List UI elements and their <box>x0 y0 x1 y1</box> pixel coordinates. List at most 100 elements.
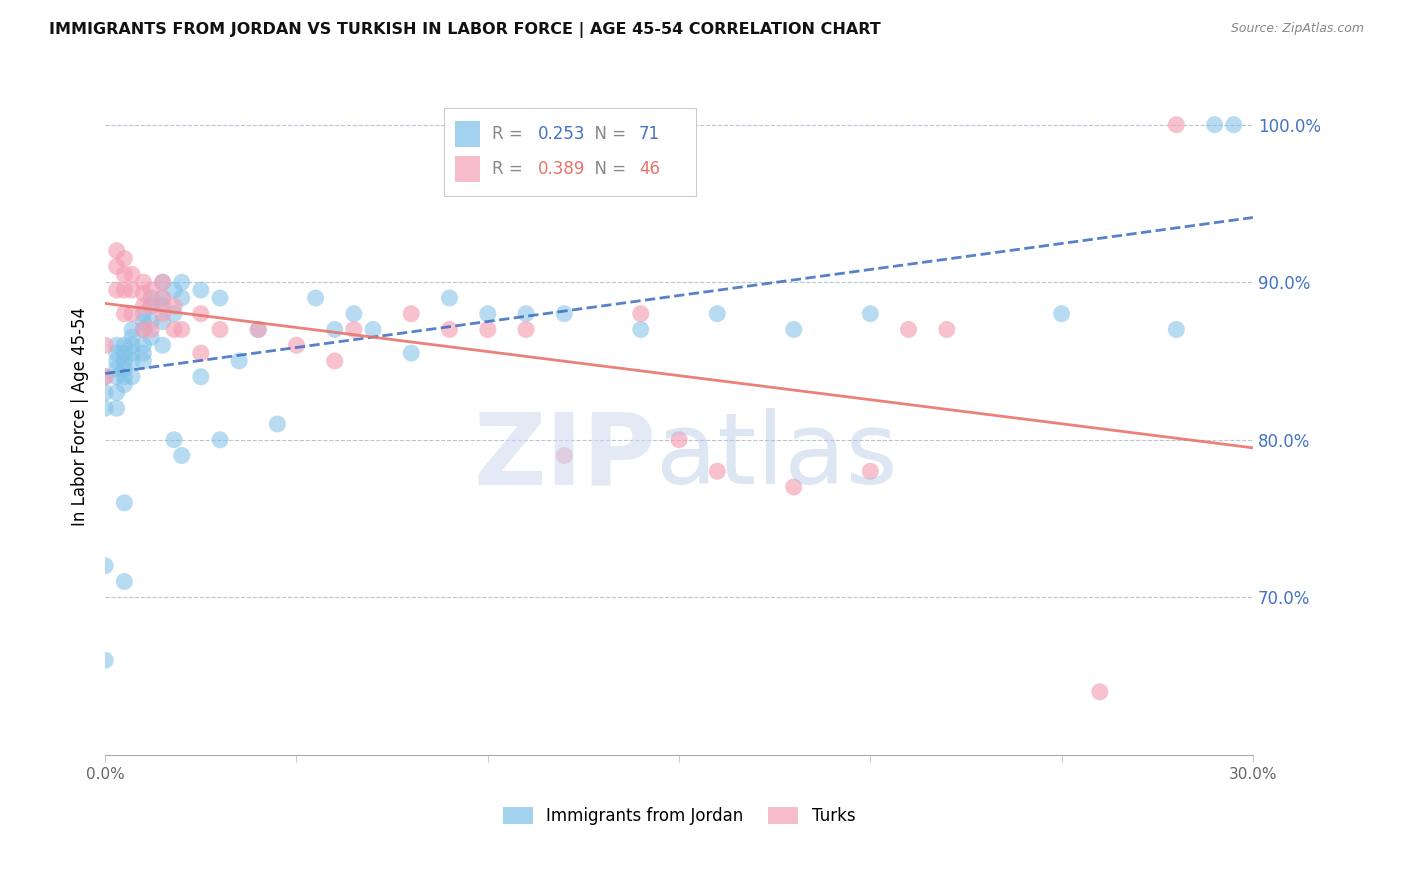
Point <box>105 385 128 400</box>
Point <box>190 307 212 321</box>
Point <box>132 315 155 329</box>
Point <box>630 322 652 336</box>
Point <box>132 354 155 368</box>
Point <box>121 283 143 297</box>
Text: N =: N = <box>583 125 631 143</box>
Point <box>121 330 143 344</box>
Point <box>112 574 135 589</box>
Point <box>112 362 135 376</box>
Point <box>139 322 162 336</box>
Point <box>139 315 162 329</box>
Point <box>132 346 155 360</box>
Point <box>668 433 690 447</box>
Point <box>94 369 117 384</box>
Point <box>1166 322 1188 336</box>
Point <box>121 338 143 352</box>
Point <box>706 464 728 478</box>
Point <box>859 464 882 478</box>
Point <box>343 307 366 321</box>
Point <box>208 433 231 447</box>
Point <box>105 362 128 376</box>
Text: ZIP: ZIP <box>474 409 657 505</box>
Point <box>132 338 155 352</box>
Point <box>132 322 155 336</box>
Point <box>112 338 135 352</box>
Text: 0.389: 0.389 <box>538 160 585 178</box>
Point <box>343 322 366 336</box>
Point <box>121 268 143 282</box>
Point <box>163 322 186 336</box>
Point <box>112 268 135 282</box>
Point <box>515 307 537 321</box>
Point <box>152 291 174 305</box>
Point <box>361 322 384 336</box>
Point <box>112 377 135 392</box>
Point <box>783 322 806 336</box>
Text: IMMIGRANTS FROM JORDAN VS TURKISH IN LABOR FORCE | AGE 45-54 CORRELATION CHART: IMMIGRANTS FROM JORDAN VS TURKISH IN LAB… <box>49 22 882 38</box>
Point <box>477 322 499 336</box>
Point <box>152 299 174 313</box>
Point <box>105 260 128 274</box>
Point <box>553 307 575 321</box>
Point <box>170 275 193 289</box>
Point <box>163 433 186 447</box>
Point <box>112 346 135 360</box>
Point <box>112 252 135 266</box>
Point <box>152 338 174 352</box>
Point <box>132 286 155 301</box>
Point <box>152 315 174 329</box>
Point <box>152 291 174 305</box>
Point <box>163 283 186 297</box>
Point <box>132 275 155 289</box>
Point <box>163 299 186 313</box>
Point <box>190 369 212 384</box>
Text: atlas: atlas <box>657 409 897 505</box>
Point <box>170 449 193 463</box>
Point <box>112 354 135 368</box>
Point <box>112 307 135 321</box>
Point <box>208 322 231 336</box>
Point <box>859 307 882 321</box>
Point <box>94 338 117 352</box>
Point <box>247 322 270 336</box>
Text: 46: 46 <box>638 160 659 178</box>
Point <box>121 307 143 321</box>
Point <box>94 558 117 573</box>
Point <box>190 283 212 297</box>
Point <box>94 369 117 384</box>
Point <box>139 299 162 313</box>
Point <box>783 480 806 494</box>
Point <box>170 291 193 305</box>
Point <box>477 307 499 321</box>
Bar <box>456 156 481 182</box>
Point <box>132 322 155 336</box>
Point <box>94 653 117 667</box>
Text: N =: N = <box>583 160 631 178</box>
Point <box>228 354 250 368</box>
Point <box>132 307 155 321</box>
Point <box>399 307 422 321</box>
Point <box>139 283 162 297</box>
Point <box>105 346 128 360</box>
Point <box>152 275 174 289</box>
Text: 0.253: 0.253 <box>538 125 585 143</box>
Text: R =: R = <box>492 125 529 143</box>
Point <box>323 322 346 336</box>
Point <box>1050 307 1073 321</box>
FancyBboxPatch shape <box>444 108 696 196</box>
Point <box>266 417 288 431</box>
Legend: Immigrants from Jordan, Turks: Immigrants from Jordan, Turks <box>496 800 862 832</box>
Point <box>630 307 652 321</box>
Point <box>399 346 422 360</box>
Point <box>139 291 162 305</box>
Point <box>94 401 117 416</box>
Point <box>897 322 920 336</box>
Point <box>121 322 143 336</box>
Point <box>935 322 957 336</box>
Point <box>112 369 135 384</box>
Point <box>105 354 128 368</box>
Point <box>121 354 143 368</box>
Point <box>105 283 128 297</box>
Point <box>105 401 128 416</box>
Point <box>706 307 728 321</box>
